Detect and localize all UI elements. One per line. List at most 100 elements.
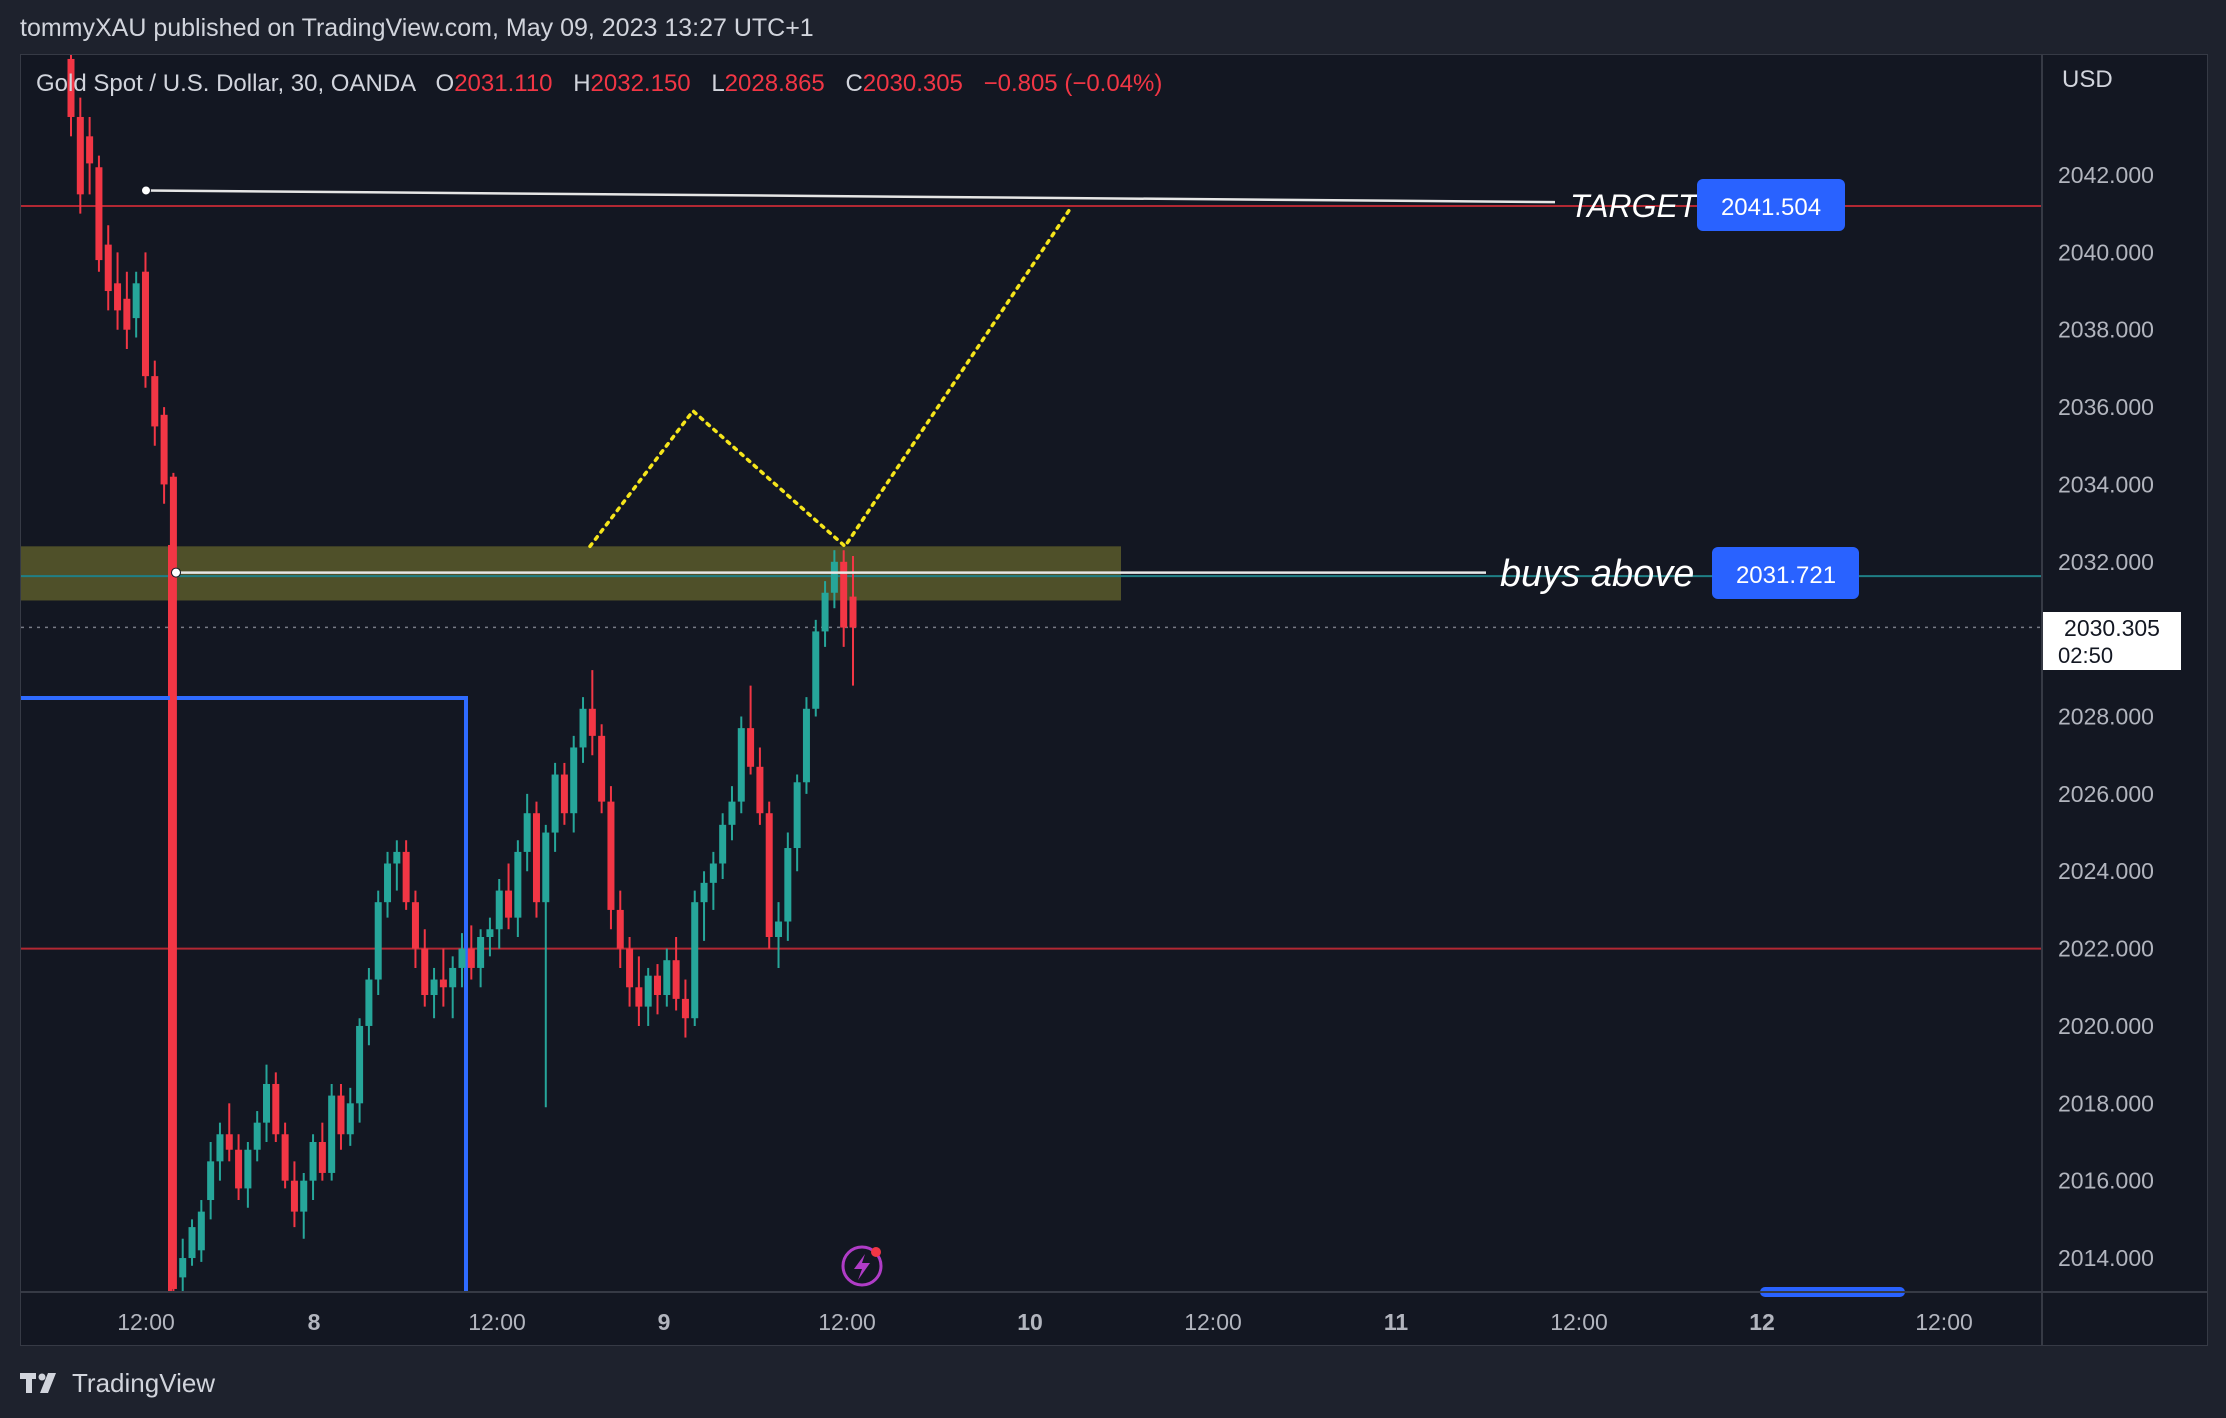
buys-price-badge: [1712, 547, 1859, 599]
currency-label[interactable]: USD: [2062, 66, 2113, 93]
candle-body: [132, 283, 140, 319]
candle-body: [849, 596, 857, 628]
time-tick-label: 9: [658, 1309, 671, 1335]
low-label: L: [711, 70, 725, 97]
candle-body: [374, 902, 382, 980]
candle-body: [616, 909, 624, 949]
high-value: 2032.150: [590, 70, 691, 97]
candle-body: [542, 832, 550, 903]
time-tick-label: 8: [308, 1309, 321, 1335]
candle-body: [644, 975, 652, 1007]
price-tick-label: 2028.000: [2058, 704, 2154, 730]
price-tick-label: 2034.000: [2058, 471, 2154, 497]
symbol-label[interactable]: Gold Spot / U.S. Dollar, 30, OANDA: [36, 70, 415, 97]
tradingview-logo[interactable]: TradingView: [20, 1368, 215, 1399]
candle-body: [439, 979, 447, 988]
candle-body: [86, 136, 94, 164]
close-value: 2030.305: [862, 70, 963, 97]
candle-body: [290, 1180, 298, 1212]
candle-body: [328, 1095, 336, 1173]
time-tick-label: 12:00: [1550, 1309, 1608, 1335]
candle-body: [607, 801, 615, 910]
candle-body: [411, 902, 419, 949]
candle-body: [216, 1134, 224, 1162]
price-tick-label: 2032.000: [2058, 549, 2154, 575]
tradingview-logo-icon: [20, 1372, 56, 1393]
candle-body: [793, 782, 801, 849]
candle-body: [691, 902, 699, 1019]
candle-body: [225, 1134, 233, 1150]
current-price-badge: [2043, 612, 2181, 670]
publisher-line: tommyXAU published on TradingView.com, M…: [20, 14, 814, 42]
candle-body: [151, 376, 159, 427]
candle-body: [523, 813, 531, 852]
candle-body: [197, 1211, 205, 1251]
candle-body: [160, 414, 168, 485]
candle-body: [281, 1134, 289, 1181]
close-label: C: [845, 70, 863, 97]
current-price-text: 2030.305: [2064, 615, 2160, 641]
time-tick-label: 12:00: [1184, 1309, 1242, 1335]
countdown-text: 02:50: [2058, 643, 2113, 668]
candle-body: [635, 987, 643, 1007]
candle-body: [737, 728, 745, 802]
candle-body: [495, 890, 503, 930]
price-tick-label: 2020.000: [2058, 1013, 2154, 1039]
change-value: −0.805 (−0.04%): [983, 70, 1163, 97]
candle-body: [700, 882, 708, 903]
candle-body: [207, 1161, 215, 1201]
candle-body: [179, 1258, 187, 1278]
price-tick-label: 2040.000: [2058, 239, 2154, 265]
target-anchor-dot: [141, 185, 151, 196]
time-tick-label: 12: [1749, 1309, 1775, 1335]
event-alert-dot: [871, 1247, 881, 1257]
candle-body: [756, 766, 764, 814]
candle-body: [76, 116, 84, 195]
target-price-badge: [1697, 179, 1845, 231]
price-tick-label: 2026.000: [2058, 781, 2154, 807]
event-lightning-icon: [841, 1245, 883, 1287]
candle-body: [141, 271, 149, 377]
target-price-text: 2041.504: [1721, 194, 1821, 221]
price-tick-label: 2014.000: [2058, 1245, 2154, 1271]
candle-body: [67, 58, 75, 117]
price-tick-label: 2024.000: [2058, 858, 2154, 884]
candle-body: [244, 1149, 252, 1189]
candle-body: [747, 728, 755, 767]
candle-body: [300, 1180, 308, 1212]
candle-body: [123, 298, 131, 330]
time-tick-label: 12:00: [1915, 1309, 1973, 1335]
candle-body: [393, 851, 401, 864]
candle-body: [402, 851, 410, 903]
time-tick-label: 12:00: [468, 1309, 526, 1335]
candle-body: [430, 979, 438, 996]
candle-body: [709, 863, 717, 883]
time-tick-label: 11: [1384, 1309, 1409, 1335]
candle-body: [263, 1083, 270, 1123]
range-rectangle: [21, 696, 468, 1292]
candle-body: [449, 967, 457, 988]
candle-body: [318, 1142, 326, 1173]
candle-body: [654, 975, 661, 996]
candle-body: [551, 774, 559, 833]
time-tick-label: 12:00: [117, 1309, 175, 1335]
candle-body: [812, 631, 820, 709]
candle-body: [188, 1227, 196, 1259]
candle-body: [840, 561, 848, 628]
candle-body: [235, 1149, 243, 1189]
time-tick-label: 12:00: [818, 1309, 876, 1335]
candle-body: [458, 948, 466, 968]
candle-body: [821, 592, 829, 632]
buys-price-text: 2031.721: [1736, 562, 1836, 589]
brand-name: TradingView: [72, 1368, 216, 1398]
candle-body: [681, 998, 689, 1019]
candle-body: [598, 735, 606, 802]
low-value: 2028.865: [724, 70, 825, 97]
candle-body: [421, 948, 429, 996]
price-tick-label: 2016.000: [2058, 1168, 2154, 1194]
candle-body: [588, 708, 596, 736]
candle-body: [104, 244, 112, 292]
candle-body: [346, 1103, 354, 1135]
candle-body: [719, 824, 727, 864]
